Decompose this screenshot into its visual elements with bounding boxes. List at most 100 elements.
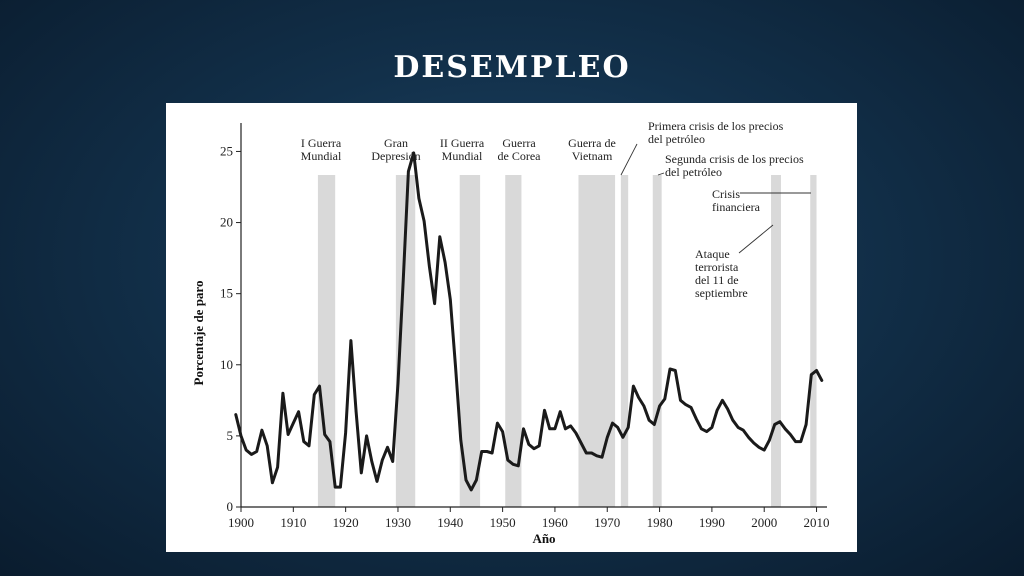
data-point [302, 440, 305, 443]
series-layer [234, 151, 824, 492]
y-tick-label: 25 [220, 143, 233, 158]
data-point [763, 448, 766, 452]
data-point [815, 369, 818, 372]
data-point [674, 369, 677, 372]
data-point [611, 421, 614, 425]
data-point [705, 430, 708, 433]
data-point [532, 447, 536, 450]
event-label-5: Guerra de Vietnam [568, 136, 616, 163]
data-point [789, 433, 792, 436]
data-point [501, 430, 504, 433]
data-point [360, 471, 363, 475]
x-tick-label: 1980 [647, 515, 673, 530]
data-point [757, 446, 761, 449]
data-point [517, 464, 520, 467]
data-point [391, 460, 394, 463]
data-point [736, 426, 740, 429]
data-point [778, 420, 782, 423]
data-point [768, 438, 771, 442]
data-point [354, 410, 358, 413]
event-label-6: Primera crisis de los precios del petróle… [648, 119, 784, 146]
data-point [443, 261, 447, 264]
annotation-leader-line [738, 224, 774, 254]
data-point [783, 427, 787, 430]
data-point [810, 373, 813, 376]
data-point [721, 399, 724, 402]
data-point [558, 410, 562, 413]
data-point [600, 456, 604, 459]
event-label-8: Ataque terrorista del 11 de septiembre [695, 247, 748, 300]
x-tick-label: 1960 [542, 515, 568, 530]
y-axis-title: Porcentaje de paro [191, 281, 206, 386]
data-point [742, 429, 745, 432]
data-point [407, 170, 410, 173]
shaded-period-3 [459, 175, 481, 507]
data-point [579, 441, 583, 445]
data-point [726, 407, 729, 411]
data-point [313, 393, 316, 396]
data-point [422, 219, 426, 223]
data-point [396, 382, 400, 385]
data-point [307, 444, 311, 448]
x-tick-label: 1950 [490, 515, 516, 530]
data-point [668, 367, 672, 371]
data-point [564, 427, 567, 430]
data-point [386, 446, 389, 449]
data-point [401, 279, 405, 283]
annotation-leader-line [620, 143, 638, 176]
data-point [292, 421, 295, 425]
data-point [700, 427, 703, 430]
data-point [747, 436, 750, 439]
data-point [339, 485, 342, 489]
data-point [370, 460, 374, 463]
data-point [276, 465, 279, 469]
data-point [621, 436, 625, 439]
event-labels: I Guerra Mundial Gran Depresión II Guerra Mun… [301, 119, 811, 300]
data-point [616, 426, 619, 429]
x-tick-label: 1910 [280, 515, 306, 530]
data-point [689, 406, 693, 409]
data-point [344, 431, 347, 435]
data-point [585, 451, 588, 455]
y-tick-label: 20 [220, 215, 233, 230]
x-tick-label: 1990 [699, 515, 725, 530]
data-point [773, 423, 776, 426]
x-tick-label: 1930 [385, 515, 411, 530]
data-point [595, 454, 598, 457]
data-point [349, 339, 353, 342]
data-point [365, 434, 368, 438]
data-point [318, 384, 321, 388]
data-point [381, 458, 384, 462]
data-point [454, 365, 457, 368]
data-point [245, 448, 248, 452]
data-point [234, 413, 237, 416]
data-point [470, 488, 473, 492]
data-point [496, 421, 499, 425]
event-label-9: Crisis financiera [712, 187, 761, 214]
data-point [553, 427, 557, 430]
data-point [632, 384, 635, 388]
x-tick-label: 2010 [804, 515, 830, 530]
data-point [433, 302, 436, 305]
data-point [647, 419, 651, 422]
data-point [506, 458, 510, 462]
event-label-1: I Guerra Mundial [301, 136, 342, 163]
axes [240, 123, 827, 508]
data-point [653, 423, 656, 426]
shaded-period-7 [652, 175, 662, 507]
data-point [548, 427, 551, 430]
data-point [239, 434, 243, 438]
shaded-period-6 [620, 175, 629, 507]
data-point [569, 424, 572, 428]
x-axis-title: Año [532, 531, 555, 546]
data-point [543, 409, 546, 412]
data-point [490, 451, 494, 455]
data-point [260, 429, 264, 432]
event-label-7: Segunda crisis de los precios del petróle… [665, 152, 804, 179]
data-point [642, 404, 646, 408]
data-point [694, 417, 698, 421]
shaded-period-4 [505, 175, 522, 507]
data-point [250, 453, 253, 456]
data-point [375, 480, 379, 483]
data-point [590, 451, 593, 455]
